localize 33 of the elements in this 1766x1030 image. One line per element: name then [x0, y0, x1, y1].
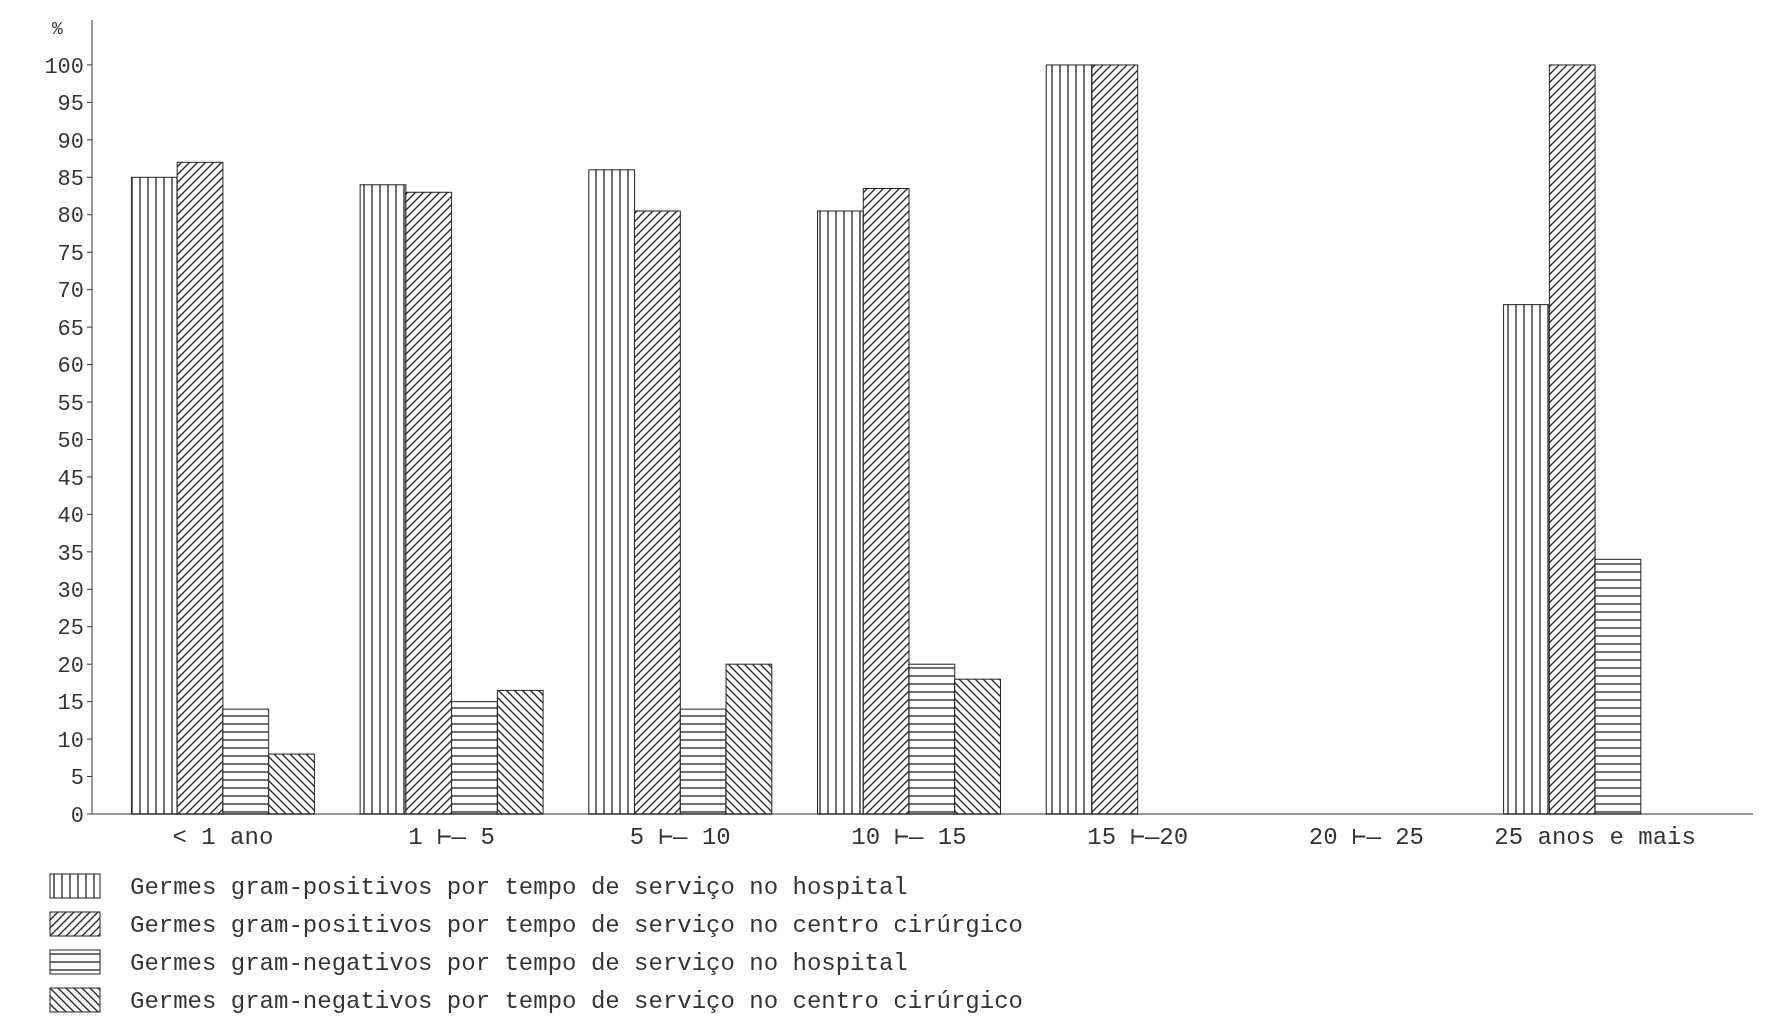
x-tick-label: 25 anos e mais	[1494, 824, 1696, 851]
y-tick-label: 10	[57, 728, 84, 754]
y-tick-label: 0	[70, 803, 84, 829]
y-tick-label: 30	[57, 578, 84, 604]
y-tick-label: 15	[57, 691, 84, 717]
legend-label: Germes gram-positivos por tempo de serviço no centro cirúrgico	[130, 912, 1023, 940]
legend-label: Germes gram-negativos por tempo de serviço no centro cirúrgico	[130, 988, 1023, 1016]
y-tick-label: 85	[57, 167, 84, 192]
y-tick-label: 25	[57, 616, 84, 642]
x-tick-label: 5 ⊢— 10	[629, 824, 731, 851]
y-tick-label: 90	[57, 129, 84, 155]
y-tick-label: 80	[57, 204, 84, 230]
y-tick-label: 50	[57, 429, 84, 455]
y-tick-label: 35	[57, 541, 84, 567]
y-tick-label: 95	[57, 92, 84, 118]
x-tick-label: < 1 ano	[172, 824, 274, 851]
y-tick-label: 100	[44, 54, 84, 80]
x-tick-label: 20 ⊢— 25	[1308, 824, 1425, 851]
y-tick-label: 65	[57, 316, 84, 342]
x-tick-label: 15 ⊢—20	[1087, 824, 1189, 851]
y-tick-label: 5	[70, 766, 84, 792]
legend-label: Germes gram-positivos por tempo de serviço no hospital	[130, 874, 908, 902]
y-tick-label: 75	[57, 241, 84, 267]
y-tick-label: 40	[57, 504, 84, 530]
y-axis-title: %	[52, 19, 63, 39]
y-tick-label: 55	[57, 391, 84, 417]
x-tick-label: 1 ⊢— 5	[408, 824, 495, 851]
y-tick-label: 60	[57, 354, 84, 380]
x-tick-label: 10 ⊢— 15	[851, 824, 967, 851]
y-tick-label: 45	[57, 466, 84, 492]
y-tick-label: 20	[57, 653, 84, 679]
legend-label: Germes gram-negativos por tempo de serviço no hospital	[130, 950, 908, 978]
y-tick-label: 70	[57, 279, 84, 305]
